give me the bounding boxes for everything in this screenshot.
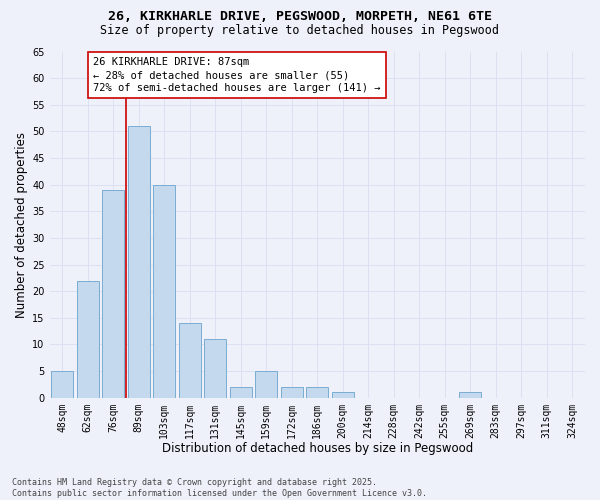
Bar [230, 387, 251, 398]
Bar [103, 190, 124, 398]
Bar [77, 280, 98, 398]
Bar [52, 371, 73, 398]
Bar [332, 392, 353, 398]
Bar [256, 371, 277, 398]
Bar [128, 126, 149, 398]
Bar [460, 392, 481, 398]
Bar [281, 387, 302, 398]
Text: Size of property relative to detached houses in Pegswood: Size of property relative to detached ho… [101, 24, 499, 37]
Bar [307, 387, 328, 398]
Bar [154, 184, 175, 398]
Text: 26, KIRKHARLE DRIVE, PEGSWOOD, MORPETH, NE61 6TE: 26, KIRKHARLE DRIVE, PEGSWOOD, MORPETH, … [108, 10, 492, 23]
Bar [179, 323, 200, 398]
Bar [205, 339, 226, 398]
Y-axis label: Number of detached properties: Number of detached properties [15, 132, 28, 318]
Text: 26 KIRKHARLE DRIVE: 87sqm
← 28% of detached houses are smaller (55)
72% of semi-: 26 KIRKHARLE DRIVE: 87sqm ← 28% of detac… [93, 57, 380, 93]
X-axis label: Distribution of detached houses by size in Pegswood: Distribution of detached houses by size … [161, 442, 473, 455]
Text: Contains HM Land Registry data © Crown copyright and database right 2025.
Contai: Contains HM Land Registry data © Crown c… [12, 478, 427, 498]
